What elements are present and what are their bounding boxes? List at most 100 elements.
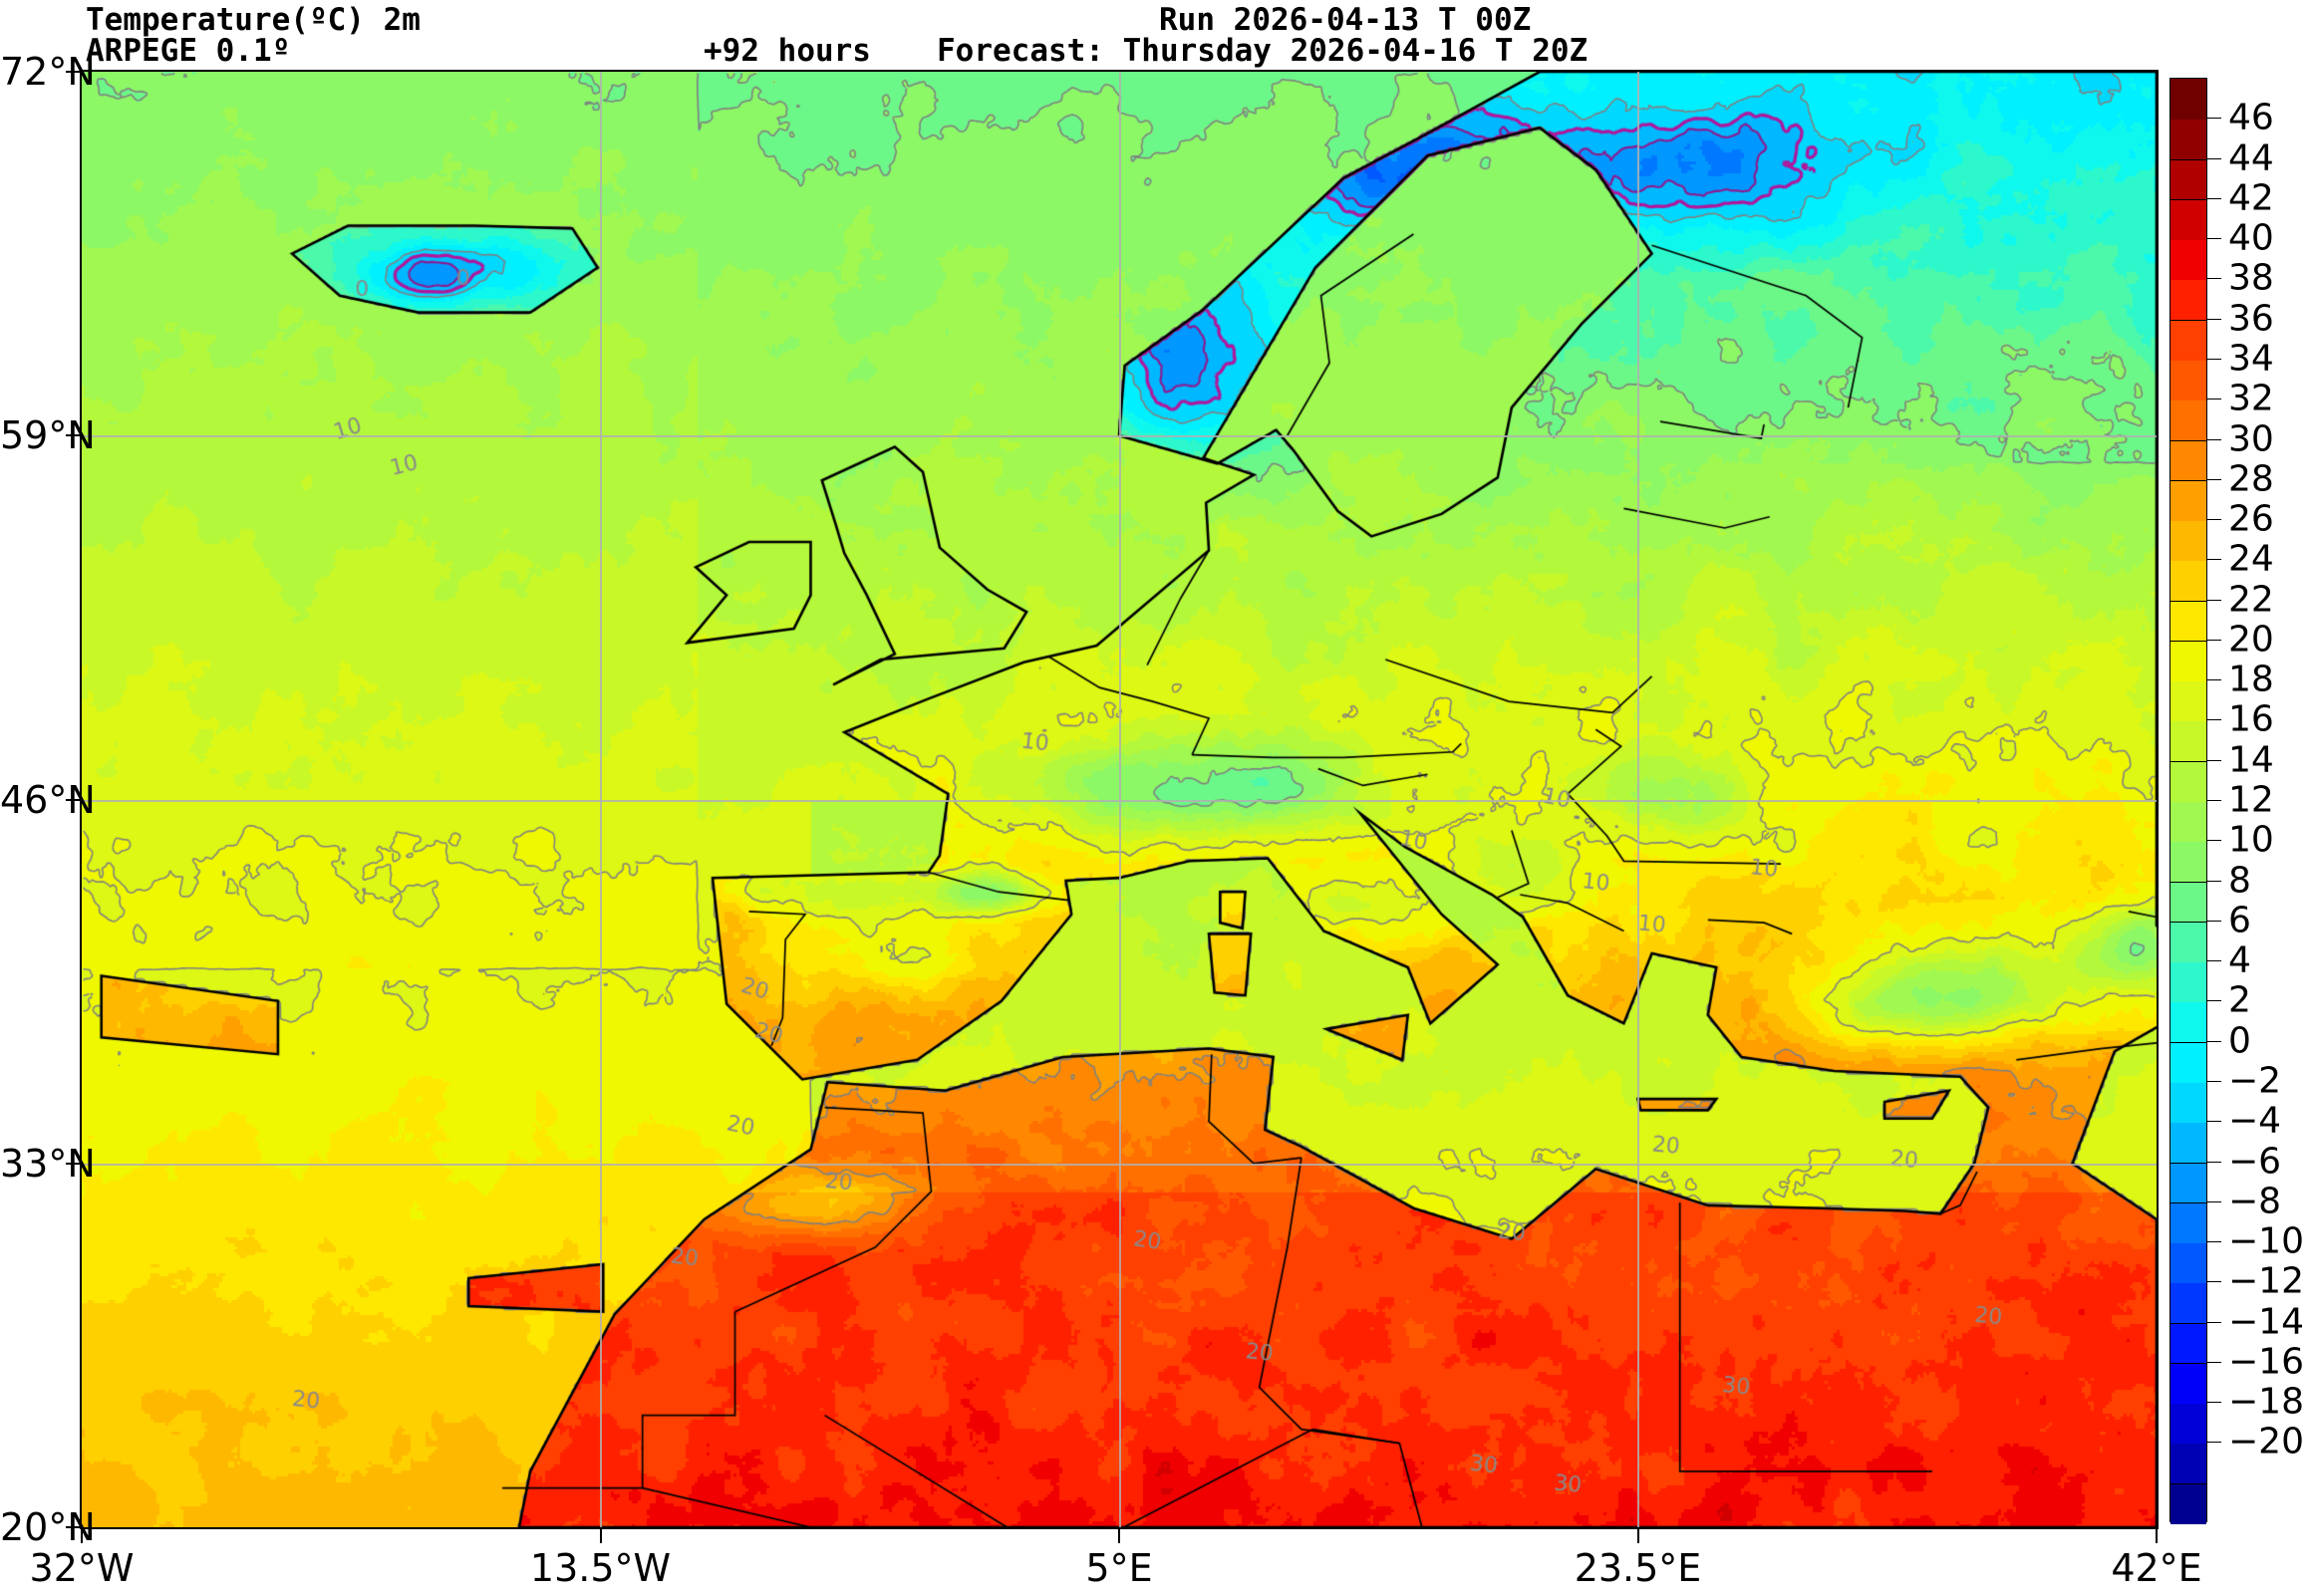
colorbar-tick-label-1: 44 <box>2228 137 2274 179</box>
colorbar-tick-label-12: 22 <box>2228 579 2274 621</box>
colorbar-swatch-0 <box>2170 1482 2206 1524</box>
longitude-tick-label-0: 32°W <box>29 1546 135 1590</box>
colorbar-tick-1 <box>2207 157 2221 159</box>
colorbar-tick-label-19: 8 <box>2228 860 2251 902</box>
colorbar-tick-9 <box>2207 478 2221 480</box>
colorbar-tick-2 <box>2207 197 2221 199</box>
longitude-tick-label-4: 42°E <box>2111 1546 2202 1590</box>
colorbar-tick-label-20: 6 <box>2228 900 2251 941</box>
colorbar-tick-29 <box>2207 1281 2221 1283</box>
chart-header: Temperature(ºC) 2m ARPEGE 0.1º +92 hours… <box>0 0 2312 69</box>
colorbar-tick-15 <box>2207 719 2221 721</box>
colorbar-tick-label-6: 34 <box>2228 338 2274 380</box>
colorbar-swatch-9 <box>2170 1122 2206 1164</box>
colorbar-swatch-28 <box>2170 359 2206 400</box>
colorbar-swatch-24 <box>2170 520 2206 561</box>
colorbar-tick-label-0: 46 <box>2228 97 2274 138</box>
colorbar-swatch-31 <box>2170 239 2206 280</box>
map-plot-area[interactable] <box>80 70 2159 1529</box>
colorbar-tick-18 <box>2207 840 2221 842</box>
colorbar-tick-label-4: 38 <box>2228 257 2274 299</box>
colorbar-tick-19 <box>2207 880 2221 882</box>
colorbar-tick-22 <box>2207 1000 2221 1002</box>
colorbar-tick-17 <box>2207 800 2221 801</box>
colorbar-swatch-16 <box>2170 841 2206 883</box>
colorbar-tick-27 <box>2207 1200 2221 1202</box>
latitude-tick-3 <box>66 1162 80 1165</box>
colorbar-tick-8 <box>2207 438 2221 440</box>
lead-time-label: +92 hours <box>704 33 871 69</box>
colorbar-tick-21 <box>2207 960 2221 962</box>
latitude-tick-4 <box>66 1526 80 1528</box>
colorbar-swatch-27 <box>2170 399 2206 441</box>
colorbar-tick-label-26: −6 <box>2228 1141 2282 1182</box>
colorbar-swatch-22 <box>2170 600 2206 642</box>
latitude-tick-1 <box>66 434 80 437</box>
colorbar-tick-label-27: −8 <box>2228 1181 2282 1222</box>
colorbar-tick-3 <box>2207 238 2221 240</box>
colorbar-swatch-30 <box>2170 279 2206 321</box>
colorbar-tick-31 <box>2207 1361 2221 1363</box>
colorbar-swatch-33 <box>2170 158 2206 200</box>
colorbar-tick-label-10: 26 <box>2228 498 2274 540</box>
colorbar-tick-label-11: 24 <box>2228 538 2274 580</box>
longitude-tick-0 <box>81 1529 83 1543</box>
temperature-colorbar[interactable] <box>2169 78 2207 1524</box>
colorbar-swatch-23 <box>2170 560 2206 602</box>
colorbar-swatch-6 <box>2170 1242 2206 1283</box>
colorbar-swatch-3 <box>2170 1362 2206 1404</box>
colorbar-tick-25 <box>2207 1121 2221 1123</box>
colorbar-swatch-17 <box>2170 801 2206 842</box>
colorbar-tick-28 <box>2207 1241 2221 1243</box>
colorbar-tick-label-25: −4 <box>2228 1100 2282 1142</box>
colorbar-tick-26 <box>2207 1161 2221 1163</box>
colorbar-tick-label-18: 10 <box>2228 819 2274 861</box>
colorbar-swatch-26 <box>2170 439 2206 481</box>
colorbar-tick-label-30: −14 <box>2228 1301 2304 1343</box>
colorbar-tick-label-3: 40 <box>2228 217 2274 259</box>
colorbar-tick-13 <box>2207 639 2221 641</box>
chart-title: Temperature(ºC) 2m <box>86 2 421 38</box>
colorbar-tick-label-22: 2 <box>2228 979 2251 1021</box>
colorbar-swatch-12 <box>2170 1001 2206 1043</box>
latitude-tick-2 <box>66 798 80 801</box>
colorbar-tick-label-24: −2 <box>2228 1060 2282 1102</box>
colorbar-swatch-25 <box>2170 479 2206 521</box>
colorbar-swatch-1 <box>2170 1443 2206 1484</box>
latitude-tick-label-4: 20°N <box>0 1505 96 1549</box>
colorbar-tick-label-23: 0 <box>2228 1020 2251 1062</box>
forecast-datetime-label: Forecast: Thursday 2026-04-16 T 20Z <box>937 33 1589 69</box>
latitude-tick-label-3: 33°N <box>0 1141 96 1186</box>
colorbar-tick-11 <box>2207 559 2221 561</box>
latitude-tick-label-0: 72°N <box>0 50 96 94</box>
colorbar-tick-5 <box>2207 318 2221 320</box>
colorbar-tick-label-21: 4 <box>2228 939 2251 981</box>
colorbar-tick-12 <box>2207 599 2221 601</box>
colorbar-swatch-2 <box>2170 1403 2206 1445</box>
colorbar-swatch-7 <box>2170 1201 2206 1243</box>
colorbar-tick-label-17: 12 <box>2228 779 2274 821</box>
colorbar-tick-0 <box>2207 118 2221 120</box>
colorbar-tick-label-16: 14 <box>2228 739 2274 781</box>
colorbar-swatch-4 <box>2170 1322 2206 1364</box>
longitude-tick-4 <box>2156 1529 2158 1543</box>
longitude-tick-1 <box>599 1529 602 1543</box>
colorbar-tick-label-33: −20 <box>2228 1421 2304 1463</box>
colorbar-tick-24 <box>2207 1080 2221 1082</box>
colorbar-tick-label-5: 36 <box>2228 298 2274 340</box>
longitude-tick-3 <box>1636 1529 1639 1543</box>
longitude-tick-label-1: 13.5°W <box>529 1546 672 1590</box>
colorbar-swatch-15 <box>2170 881 2206 923</box>
colorbar-tick-label-32: −18 <box>2228 1381 2304 1423</box>
colorbar-tick-label-7: 32 <box>2228 378 2274 419</box>
longitude-tick-2 <box>1118 1529 1120 1543</box>
colorbar-swatch-5 <box>2170 1282 2206 1324</box>
colorbar-tick-10 <box>2207 519 2221 521</box>
colorbar-swatch-10 <box>2170 1081 2206 1123</box>
colorbar-tick-32 <box>2207 1402 2221 1404</box>
colorbar-tick-label-13: 20 <box>2228 619 2274 661</box>
longitude-tick-label-2: 5°E <box>1085 1546 1153 1590</box>
colorbar-tick-label-31: −16 <box>2228 1341 2304 1383</box>
temperature-heatmap-canvas <box>82 72 2157 1527</box>
colorbar-tick-label-14: 18 <box>2228 659 2274 700</box>
